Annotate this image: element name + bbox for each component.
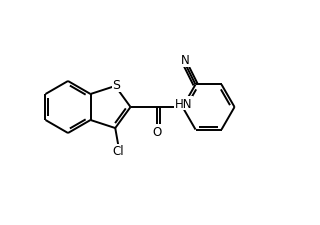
Text: N: N	[181, 54, 190, 67]
Text: HN: HN	[175, 97, 192, 110]
Text: S: S	[112, 79, 120, 92]
Text: O: O	[152, 125, 161, 138]
Text: Cl: Cl	[113, 145, 124, 158]
